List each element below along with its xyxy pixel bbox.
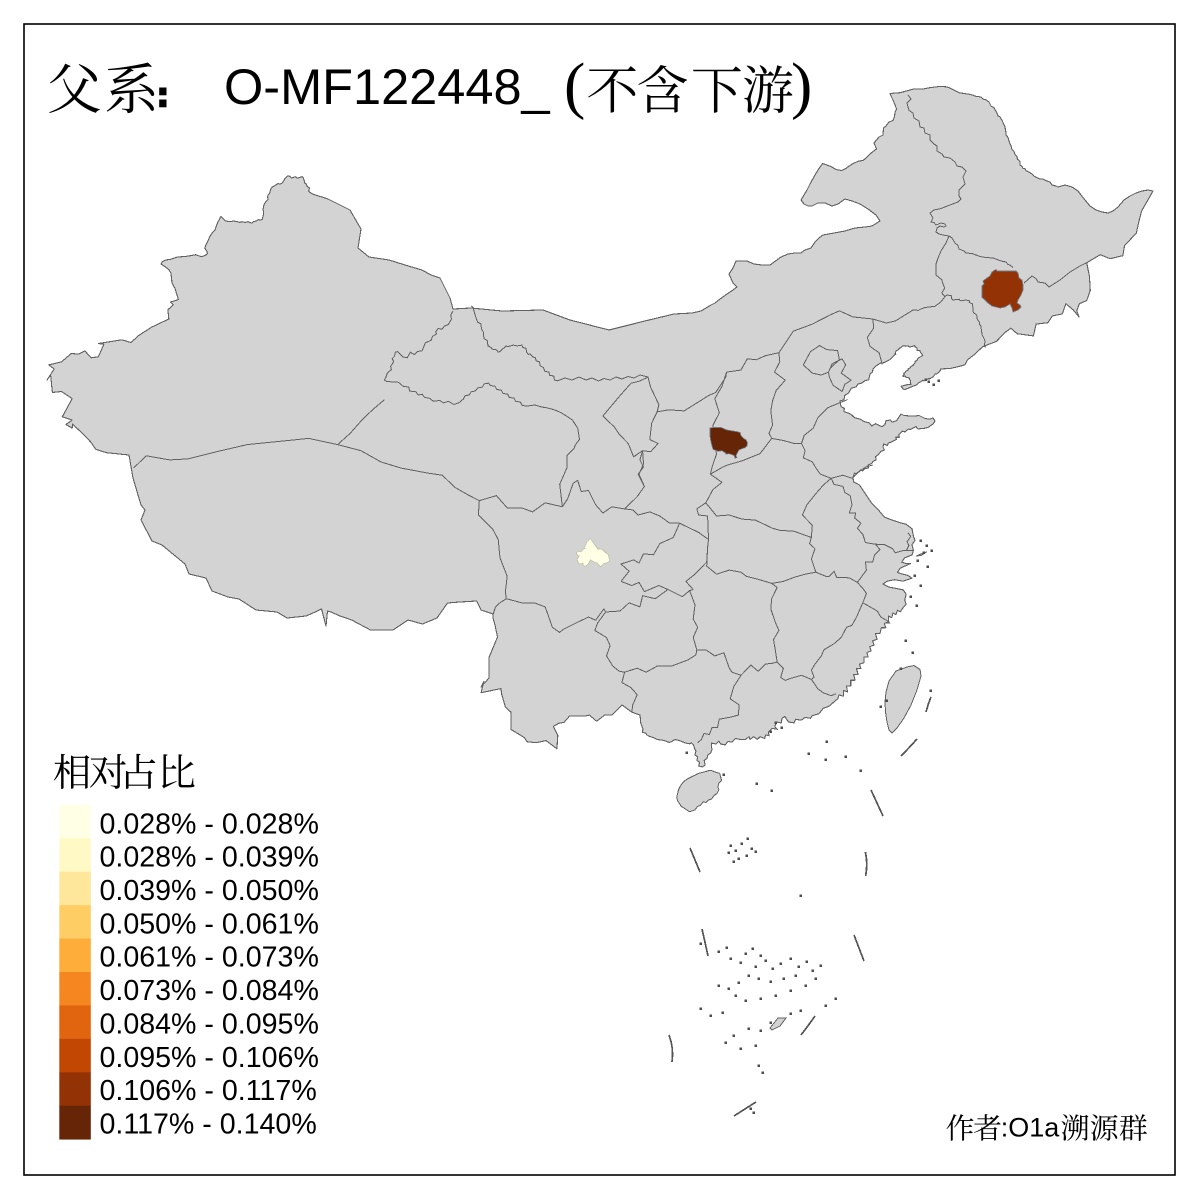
svg-text:0.028% - 0.028%: 0.028% - 0.028% (100, 808, 319, 840)
svg-text:0.073% - 0.084%: 0.073% - 0.084% (100, 975, 319, 1007)
svg-text:0.039% - 0.050%: 0.039% - 0.050% (100, 875, 319, 907)
svg-text::O1a: :O1a (1001, 1113, 1061, 1143)
svg-text:0.106% - 0.117%: 0.106% - 0.117% (100, 1075, 317, 1107)
svg-text:0.050% - 0.061%: 0.050% - 0.061% (100, 908, 319, 940)
svg-text:(: ( (564, 50, 585, 121)
svg-text:): ) (791, 50, 812, 121)
svg-text:O-MF122448_: O-MF122448_ (224, 58, 551, 115)
svg-text:0.028% - 0.039%: 0.028% - 0.039% (100, 842, 319, 874)
svg-text:0.095% - 0.106%: 0.095% - 0.106% (100, 1042, 319, 1074)
svg-text:0.084% - 0.095%: 0.084% - 0.095% (100, 1008, 319, 1040)
svg-text:0.117% - 0.140%: 0.117% - 0.140% (100, 1109, 317, 1141)
svg-text:0.061% - 0.073%: 0.061% - 0.073% (100, 942, 319, 974)
